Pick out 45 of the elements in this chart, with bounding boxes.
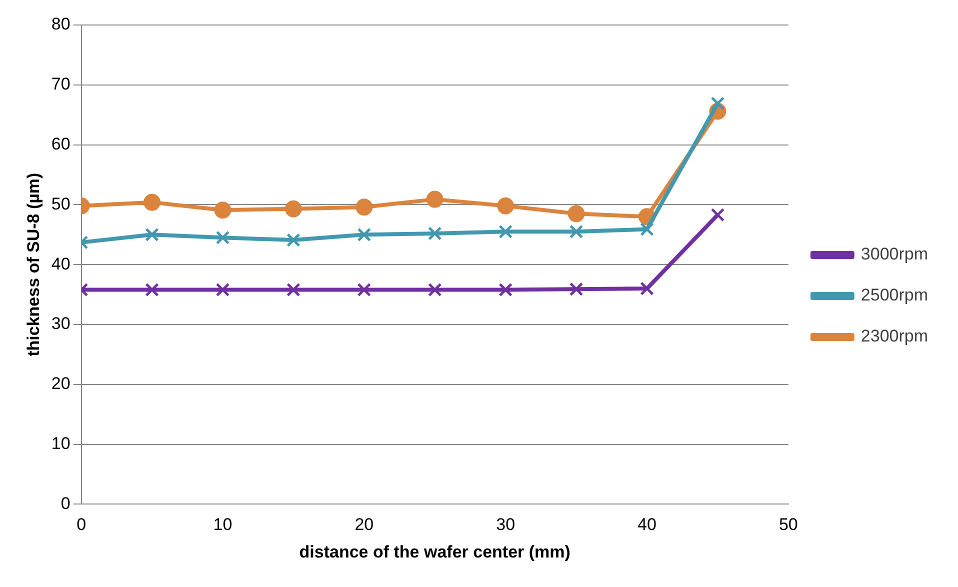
x-tick-label: 50	[778, 515, 798, 534]
point	[144, 194, 161, 211]
y-tick-label: 20	[51, 374, 70, 394]
point	[640, 222, 654, 236]
point	[640, 282, 654, 296]
y-tick-label: 50	[51, 194, 70, 214]
legend-label: 2300rpm	[860, 326, 928, 346]
point	[710, 96, 725, 110]
x-axis-title: distance of the wafer center (mm)	[299, 542, 570, 562]
y-axis-title: thickness of SU-8 (µm)	[24, 172, 43, 356]
legend-label: 2500rpm	[860, 286, 928, 305]
point	[357, 228, 372, 242]
point	[145, 228, 159, 242]
point	[284, 200, 302, 218]
point	[569, 282, 584, 296]
legend-label: 3000rpm	[860, 244, 928, 264]
point	[426, 190, 444, 208]
point	[568, 205, 585, 222]
x-tick-label: 30	[496, 515, 516, 534]
point	[428, 226, 442, 240]
y-tick-label: 40	[51, 254, 70, 274]
y-tick-label: 80	[51, 14, 70, 34]
point	[569, 224, 584, 239]
x-tick-label: 20	[354, 515, 374, 534]
x-tick-label: 10	[213, 515, 232, 534]
point	[286, 282, 300, 297]
point	[428, 282, 442, 297]
point	[216, 230, 230, 245]
y-tick-label: 10	[51, 434, 70, 453]
point	[357, 282, 372, 297]
point	[710, 208, 725, 222]
point	[497, 197, 514, 214]
y-tick-label: 0	[60, 494, 70, 513]
point	[286, 233, 300, 247]
point	[145, 282, 159, 297]
x-tick-label: 0	[76, 515, 86, 534]
x-tick-label: 40	[638, 515, 656, 534]
point	[498, 282, 512, 297]
y-tick-label: 70	[51, 74, 70, 94]
y-tick-label: 30	[51, 314, 70, 334]
y-tick-label: 60	[51, 134, 70, 154]
point	[498, 224, 512, 239]
point	[216, 282, 230, 297]
point	[214, 202, 232, 219]
point	[356, 198, 373, 216]
